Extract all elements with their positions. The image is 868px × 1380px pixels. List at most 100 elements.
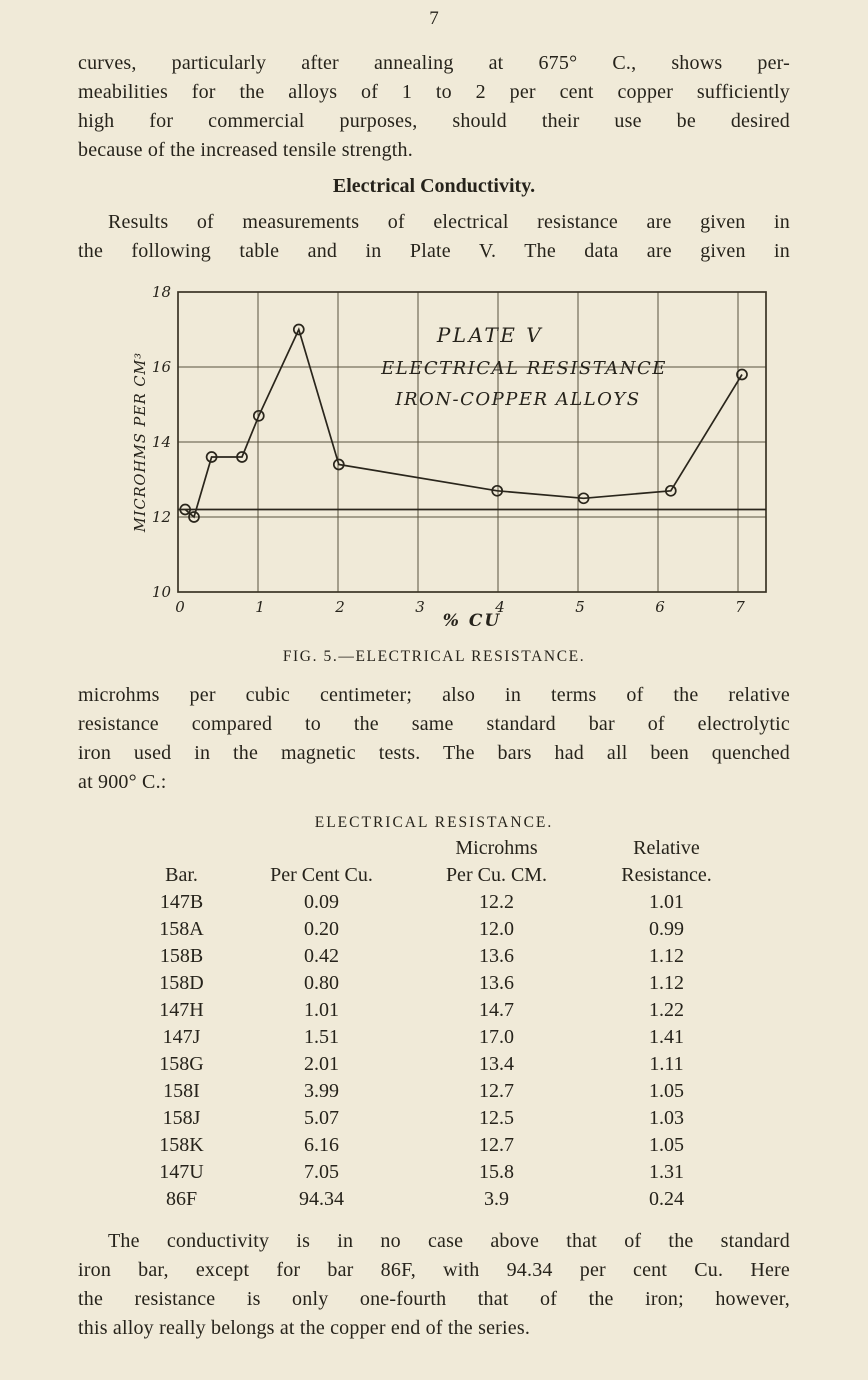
table-cell: 17.0 — [479, 1026, 514, 1048]
table-cell: 14.7 — [479, 999, 514, 1021]
table-cell: 158I — [163, 1080, 200, 1102]
header-cell-percent-cu: Per Cent Cu. — [270, 864, 373, 886]
table-cell: 12.0 — [479, 918, 514, 940]
header-cell — [239, 835, 404, 862]
text-line: microhms per cubic centimeter; also in t… — [78, 684, 790, 706]
text-line: meabilities for the alloys of 1 to 2 per… — [78, 81, 790, 103]
x-tick-label: 1 — [255, 598, 265, 616]
table-cell: 147H — [159, 999, 204, 1021]
text-line: Results of measurements of electrical re… — [108, 211, 790, 233]
table-cell: 158J — [162, 1107, 201, 1129]
table-cell: 1.03 — [649, 1107, 684, 1129]
y-tick-label: 14 — [152, 433, 171, 451]
table-row: 147U 7.05 15.8 1.31 — [124, 1159, 744, 1186]
paragraph-permeability: curves, particularly after annealing at … — [78, 49, 790, 165]
header-cell-per-cu-cm: Per Cu. CM. — [445, 864, 548, 886]
table-cell: 147J — [162, 1026, 201, 1048]
table-cell: 7.05 — [304, 1161, 339, 1183]
table-cell: 1.11 — [649, 1053, 684, 1075]
table-body: 147B 0.09 12.2 1.01 158A 0.20 12.0 0.99 158B 0.42… — [124, 889, 744, 1213]
table-cell: 5.07 — [304, 1107, 339, 1129]
chart-subtitle: IRON-COPPER ALLOYS — [394, 389, 640, 410]
table-cell: 0.09 — [304, 891, 339, 913]
x-tick-label: 4 — [494, 598, 505, 616]
table-cell: 3.9 — [484, 1188, 509, 1210]
data-point — [332, 458, 345, 471]
figure-caption: FIG. 5.—ELECTRICAL RESISTANCE. — [282, 648, 586, 665]
data-point — [664, 484, 677, 497]
table-row: 158J 5.07 12.5 1.03 — [124, 1105, 744, 1132]
data-point — [179, 503, 192, 516]
table-cell: 1.05 — [649, 1080, 684, 1102]
table-row: 147J 1.51 17.0 1.41 — [124, 1024, 744, 1051]
table-cell: 1.22 — [649, 999, 684, 1021]
table-cell: 1.05 — [649, 1134, 684, 1156]
y-tick-label: 10 — [152, 583, 172, 601]
table-cell: 94.34 — [299, 1188, 344, 1210]
y-tick-label: 12 — [152, 508, 171, 526]
header-cell — [124, 835, 239, 862]
text-line: at 900° C.: — [78, 771, 167, 793]
table-cell: 3.99 — [304, 1080, 339, 1102]
header-cell-relative: Relative — [633, 837, 700, 859]
text-line: the following table and in Plate V. The … — [78, 240, 790, 262]
table-row: 147H 1.01 14.7 1.22 — [124, 997, 744, 1024]
x-tick-label: 2 — [334, 598, 345, 616]
page-content: curves, particularly after annealing at … — [78, 49, 790, 1343]
table-cell: 158B — [159, 945, 204, 967]
table-cell: 1.41 — [649, 1026, 684, 1048]
table-cell: 12.7 — [479, 1134, 514, 1156]
data-point — [292, 323, 305, 336]
table-cell: 1.12 — [649, 972, 684, 994]
table-cell: 158A — [159, 918, 204, 940]
table-header-row-top: Microhms Relative — [124, 835, 744, 862]
y-tick-label: 16 — [152, 358, 172, 376]
table-cell: 12.5 — [479, 1107, 514, 1129]
table-cell: 158K — [159, 1134, 204, 1156]
table-cell: 1.31 — [649, 1161, 684, 1183]
text-line: iron used in the magnetic tests. The bar… — [78, 742, 790, 764]
data-point — [577, 492, 590, 505]
table-cell: 0.99 — [649, 918, 684, 940]
table-cell: 158D — [159, 972, 204, 994]
paragraph-conductivity-conclusion: The conductivity is in no case above tha… — [78, 1227, 790, 1343]
table-cell: 1.01 — [304, 999, 339, 1021]
text-line: resistance compared to the same standard… — [78, 713, 790, 735]
table-cell: 13.6 — [479, 972, 514, 994]
section-heading: Electrical Conductivity. — [332, 175, 536, 197]
header-cell-resistance: Resistance. — [621, 864, 712, 886]
data-point — [736, 368, 748, 381]
text-line: curves, particularly after annealing at … — [78, 52, 790, 74]
paragraph-units: microhms per cubic centimeter; also in t… — [78, 681, 790, 797]
table-cell: 0.80 — [304, 972, 339, 994]
table-cell: 2.01 — [304, 1053, 339, 1075]
header-cell-microhms: Microhms — [455, 837, 538, 859]
x-tick-label: 3 — [415, 598, 425, 616]
table-cell: 86F — [165, 1188, 198, 1210]
x-axis-label: % CU — [443, 611, 501, 628]
text-line: iron bar, except for bar 86F, with 94.34… — [78, 1259, 790, 1281]
document-page: 7 curves, particularly after annealing a… — [78, 8, 790, 1343]
header-cell-bar: Bar. — [165, 864, 198, 886]
text-line: the resistance is only one-fourth that o… — [78, 1288, 790, 1310]
y-axis-label: MICROHMS PER CM³ — [133, 352, 149, 533]
table-cell: 15.8 — [479, 1161, 514, 1183]
table-cell: 12.2 — [479, 891, 514, 913]
text-line: high for commercial purposes, should the… — [78, 110, 790, 132]
text-line: because of the increased tensile strengt… — [78, 139, 413, 161]
x-tick-label: 0 — [175, 598, 185, 616]
table-row: 86F 94.34 3.9 0.24 — [124, 1186, 744, 1213]
table-cell: 147B — [159, 891, 204, 913]
data-point — [252, 409, 265, 422]
table-row: 158G 2.01 13.4 1.11 — [124, 1051, 744, 1078]
data-point — [205, 451, 218, 463]
table-row: 158B 0.42 13.6 1.12 — [124, 943, 744, 970]
table-cell: 6.16 — [304, 1134, 339, 1156]
plot-frame — [177, 291, 767, 593]
table-cell: 1.12 — [649, 945, 684, 967]
table-header-row-bottom: Bar. Per Cent Cu. Per Cu. CM. Resistance… — [124, 862, 744, 889]
table-row: 147B 0.09 12.2 1.01 — [124, 889, 744, 916]
table-row: 158D 0.80 13.6 1.12 — [124, 970, 744, 997]
table-cell: 1.01 — [649, 891, 684, 913]
